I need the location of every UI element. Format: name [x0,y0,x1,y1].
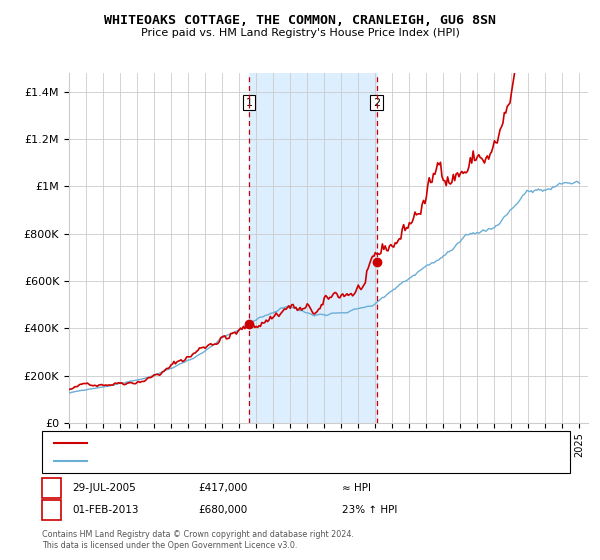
Text: This data is licensed under the Open Government Licence v3.0.: This data is licensed under the Open Gov… [42,541,298,550]
Text: Contains HM Land Registry data © Crown copyright and database right 2024.: Contains HM Land Registry data © Crown c… [42,530,354,539]
Text: ≈ HPI: ≈ HPI [342,483,371,493]
Text: 2: 2 [373,97,380,108]
Text: 2: 2 [48,505,55,515]
Text: WHITEOAKS COTTAGE, THE COMMON, CRANLEIGH, GU6 8SN: WHITEOAKS COTTAGE, THE COMMON, CRANLEIGH… [104,14,496,27]
Text: 29-JUL-2005: 29-JUL-2005 [72,483,136,493]
Text: Price paid vs. HM Land Registry's House Price Index (HPI): Price paid vs. HM Land Registry's House … [140,28,460,38]
Text: 01-FEB-2013: 01-FEB-2013 [72,505,139,515]
Text: 1: 1 [245,97,253,108]
Text: £417,000: £417,000 [198,483,247,493]
Text: WHITEOAKS COTTAGE, THE COMMON, CRANLEIGH, GU6 8SN (detached house): WHITEOAKS COTTAGE, THE COMMON, CRANLEIGH… [93,438,446,447]
Text: 23% ↑ HPI: 23% ↑ HPI [342,505,397,515]
Text: 1: 1 [48,483,55,493]
Text: HPI: Average price, detached house, Waverley: HPI: Average price, detached house, Wave… [93,457,302,466]
Text: £680,000: £680,000 [198,505,247,515]
Bar [249,73,377,423]
